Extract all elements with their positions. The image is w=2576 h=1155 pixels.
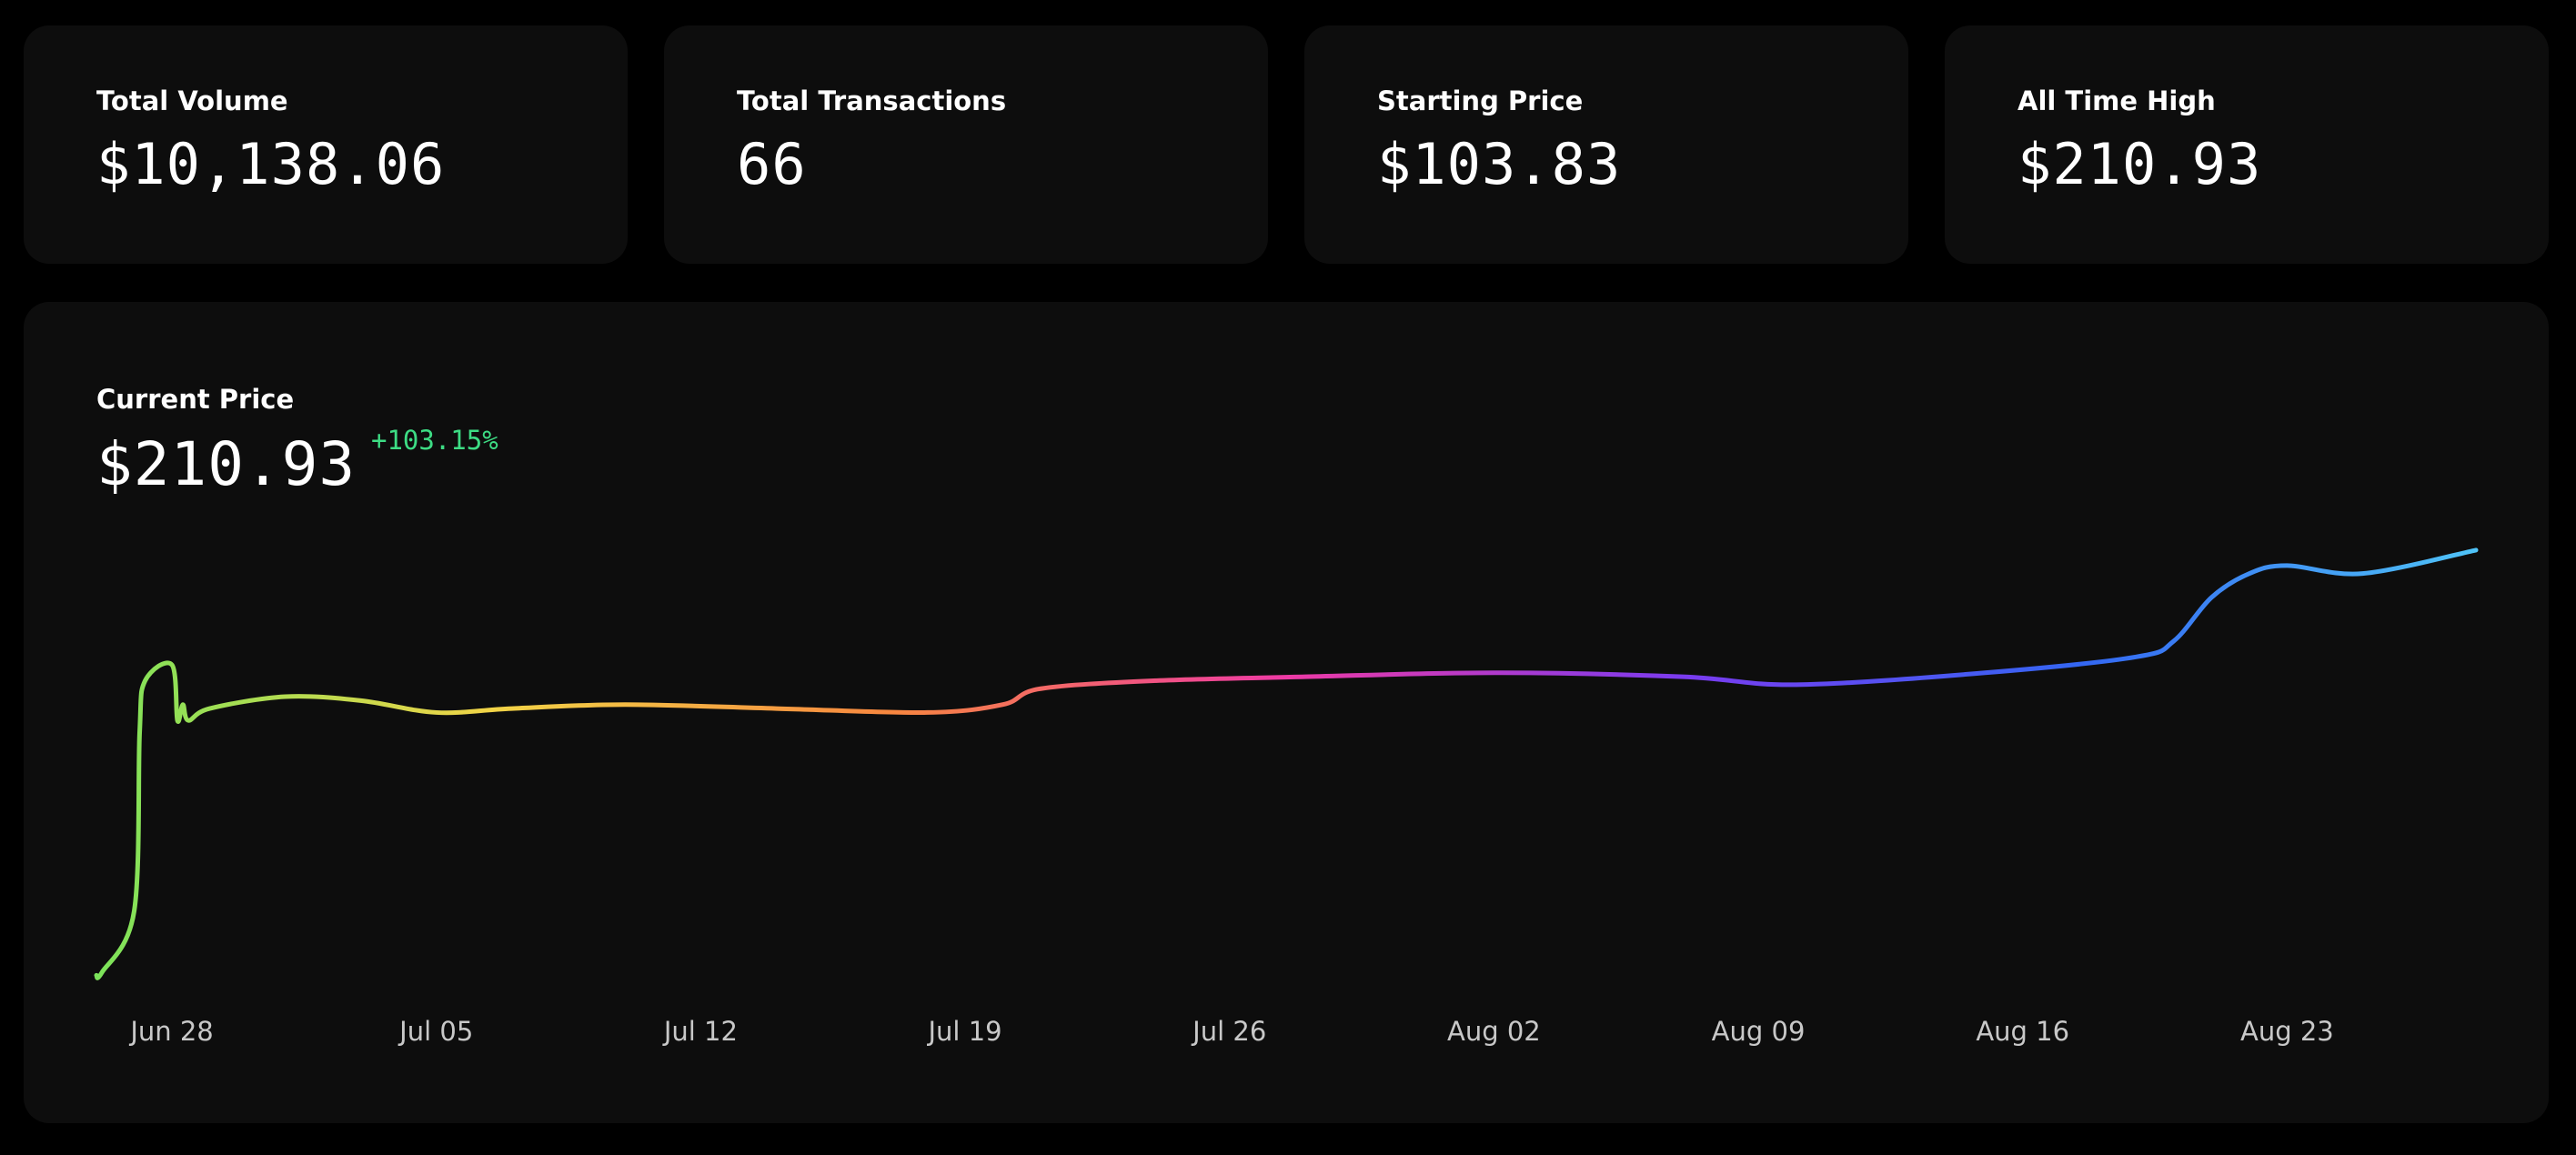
- price-change-badge: +103.15%: [371, 425, 498, 456]
- stat-label: Total Volume: [96, 85, 288, 116]
- x-tick-label: Jul 05: [397, 1016, 473, 1047]
- price-chart-card: Current Price $210.93 +103.15% Jun 28 Jul…: [24, 302, 2549, 1123]
- stat-label: Starting Price: [1377, 85, 1584, 116]
- stat-label: Total Transactions: [737, 85, 1007, 116]
- line-layer: [94, 547, 2479, 980]
- stat-value: 66: [737, 131, 807, 197]
- stat-card-total-volume: Total Volume $10,138.06: [24, 25, 628, 264]
- x-tick-label: Jun 28: [128, 1016, 213, 1047]
- current-price-value: $210.93: [96, 429, 357, 499]
- stat-card-all-time-high: All Time High $210.93: [1945, 25, 2549, 264]
- x-axis-ticks: Jun 28 Jul 05 Jul 12 Jul 19 Jul 26 Aug 02 Aug …: [128, 1016, 2333, 1047]
- stats-row: Total Volume $10,138.06 Total Transactio…: [24, 25, 2549, 264]
- current-price-label: Current Price: [96, 384, 295, 415]
- x-tick-label: Aug 09: [1712, 1016, 1806, 1047]
- stat-value: $210.93: [2018, 131, 2262, 197]
- x-tick-label: Aug 23: [2240, 1016, 2334, 1047]
- stat-card-starting-price: Starting Price $103.83: [1304, 25, 1908, 264]
- stat-value: $103.83: [1377, 131, 1622, 197]
- x-tick-label: Jul 19: [926, 1016, 1001, 1047]
- stat-label: All Time High: [2018, 85, 2216, 116]
- x-tick-label: Jul 12: [662, 1016, 738, 1047]
- x-tick-label: Aug 02: [1447, 1016, 1541, 1047]
- x-tick-label: Aug 16: [1976, 1016, 2069, 1047]
- x-tick-label: Jul 26: [1191, 1016, 1266, 1047]
- stat-value: $10,138.06: [96, 131, 446, 197]
- price-series-line: [94, 547, 2479, 980]
- stat-card-total-transactions: Total Transactions 66: [664, 25, 1268, 264]
- price-line-chart[interactable]: Jun 28 Jul 05 Jul 12 Jul 19 Jul 26 Aug 02 Aug …: [24, 302, 2549, 1123]
